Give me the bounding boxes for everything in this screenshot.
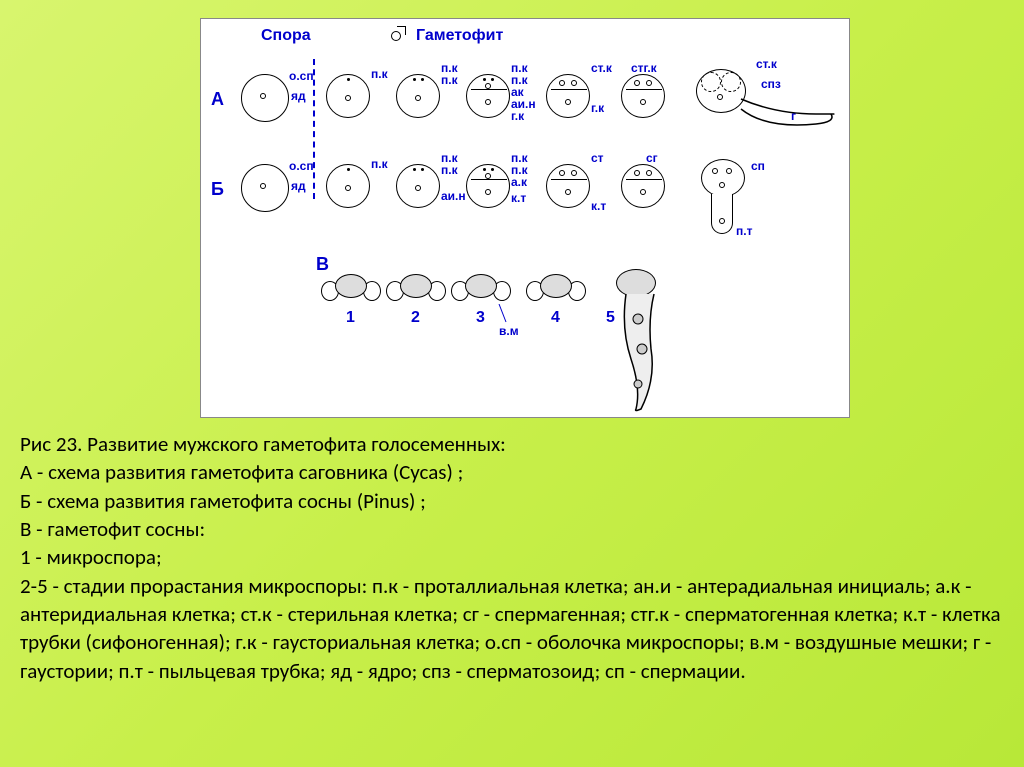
lbl-a4-gk: г.к: [511, 109, 524, 123]
cell-b6: [621, 164, 665, 208]
lbl-b2-pk: п.к: [371, 157, 388, 171]
lbl-a1-yad: яд: [291, 89, 306, 103]
num-3: 3: [476, 309, 485, 327]
pollen-v2: [400, 274, 432, 298]
cell-b1: [241, 164, 289, 212]
lbl-vm: в.м: [499, 324, 519, 338]
lbl-a3-pk2: п.к: [441, 73, 458, 87]
caption-line-5: 1 - микроспора;: [20, 543, 1004, 571]
lbl-a5-gk: г.к: [591, 101, 604, 115]
caption-line-3: Б - схема развития гаметофита сосны (Pin…: [20, 487, 1004, 515]
num-5: 5: [606, 309, 615, 327]
lbl-a1-osp: о.сп: [289, 69, 314, 83]
lbl-b3-ain: аи.н: [441, 189, 466, 203]
diagram-panel: Спора Гаметофит А Б В о.сп яд п.к п.к п.…: [200, 18, 850, 418]
male-symbol-icon: [391, 31, 401, 41]
pollen-v1: [335, 274, 367, 298]
row-label-a: А: [211, 89, 224, 110]
caption-line-4: В - гаметофит сосны:: [20, 515, 1004, 543]
lbl-b5-kt: к.т: [591, 199, 606, 213]
tube-v5: [616, 269, 676, 414]
pollen-v3: [465, 274, 497, 298]
lbl-b4-kt: к.т: [511, 191, 526, 205]
row-label-b: Б: [211, 179, 224, 200]
lbl-a5-stgk: стг.к: [631, 61, 657, 75]
lbl-a7-stk: ст.к: [756, 57, 777, 71]
lbl-b5-sg: сг: [646, 151, 658, 165]
cell-a3: [396, 74, 440, 118]
lbl-a5-stk: ст.к: [591, 61, 612, 75]
cell-a4: [466, 74, 510, 118]
num-2: 2: [411, 309, 420, 327]
lbl-b7-pt: п.т: [736, 224, 752, 238]
num-4: 4: [551, 309, 560, 327]
lbl-b1-yad: яд: [291, 179, 306, 193]
pollen-v4: [540, 274, 572, 298]
cell-a6: [621, 74, 665, 118]
header-spora: Спора: [261, 27, 311, 45]
cell-b4: [466, 164, 510, 208]
lbl-b5-st: ст: [591, 151, 604, 165]
caption-block: Рис 23. Развитие мужского гаметофита гол…: [20, 430, 1004, 685]
lbl-a7-g: г: [791, 109, 796, 123]
vm-pointer: [496, 304, 516, 324]
lbl-b3-pk2: п.к: [441, 163, 458, 177]
lbl-a2-pk: п.к: [371, 67, 388, 81]
row-label-v: В: [316, 254, 329, 275]
cell-a5: [546, 74, 590, 118]
caption-line-6: 2-5 - стадии прорастания микроспоры: п.к…: [20, 572, 1004, 685]
cell-b2: [326, 164, 370, 208]
num-1: 1: [346, 309, 355, 327]
tube-b: [711, 194, 733, 234]
lbl-b7-sp: сп: [751, 159, 765, 173]
caption-line-1: Рис 23. Развитие мужского гаметофита гол…: [20, 430, 1004, 458]
lbl-b4-ak: а.к: [511, 175, 527, 189]
cell-b7: [701, 159, 745, 197]
cell-b5: [546, 164, 590, 208]
cell-a1: [241, 74, 289, 122]
caption-line-2: А - схема развития гаметофита саговника …: [20, 458, 1004, 486]
header-gametofit: Гаметофит: [416, 27, 503, 45]
lbl-b1-osp: о.сп: [289, 159, 314, 173]
lbl-a7-spz: спз: [761, 77, 781, 91]
cell-b3: [396, 164, 440, 208]
cell-a2: [326, 74, 370, 118]
